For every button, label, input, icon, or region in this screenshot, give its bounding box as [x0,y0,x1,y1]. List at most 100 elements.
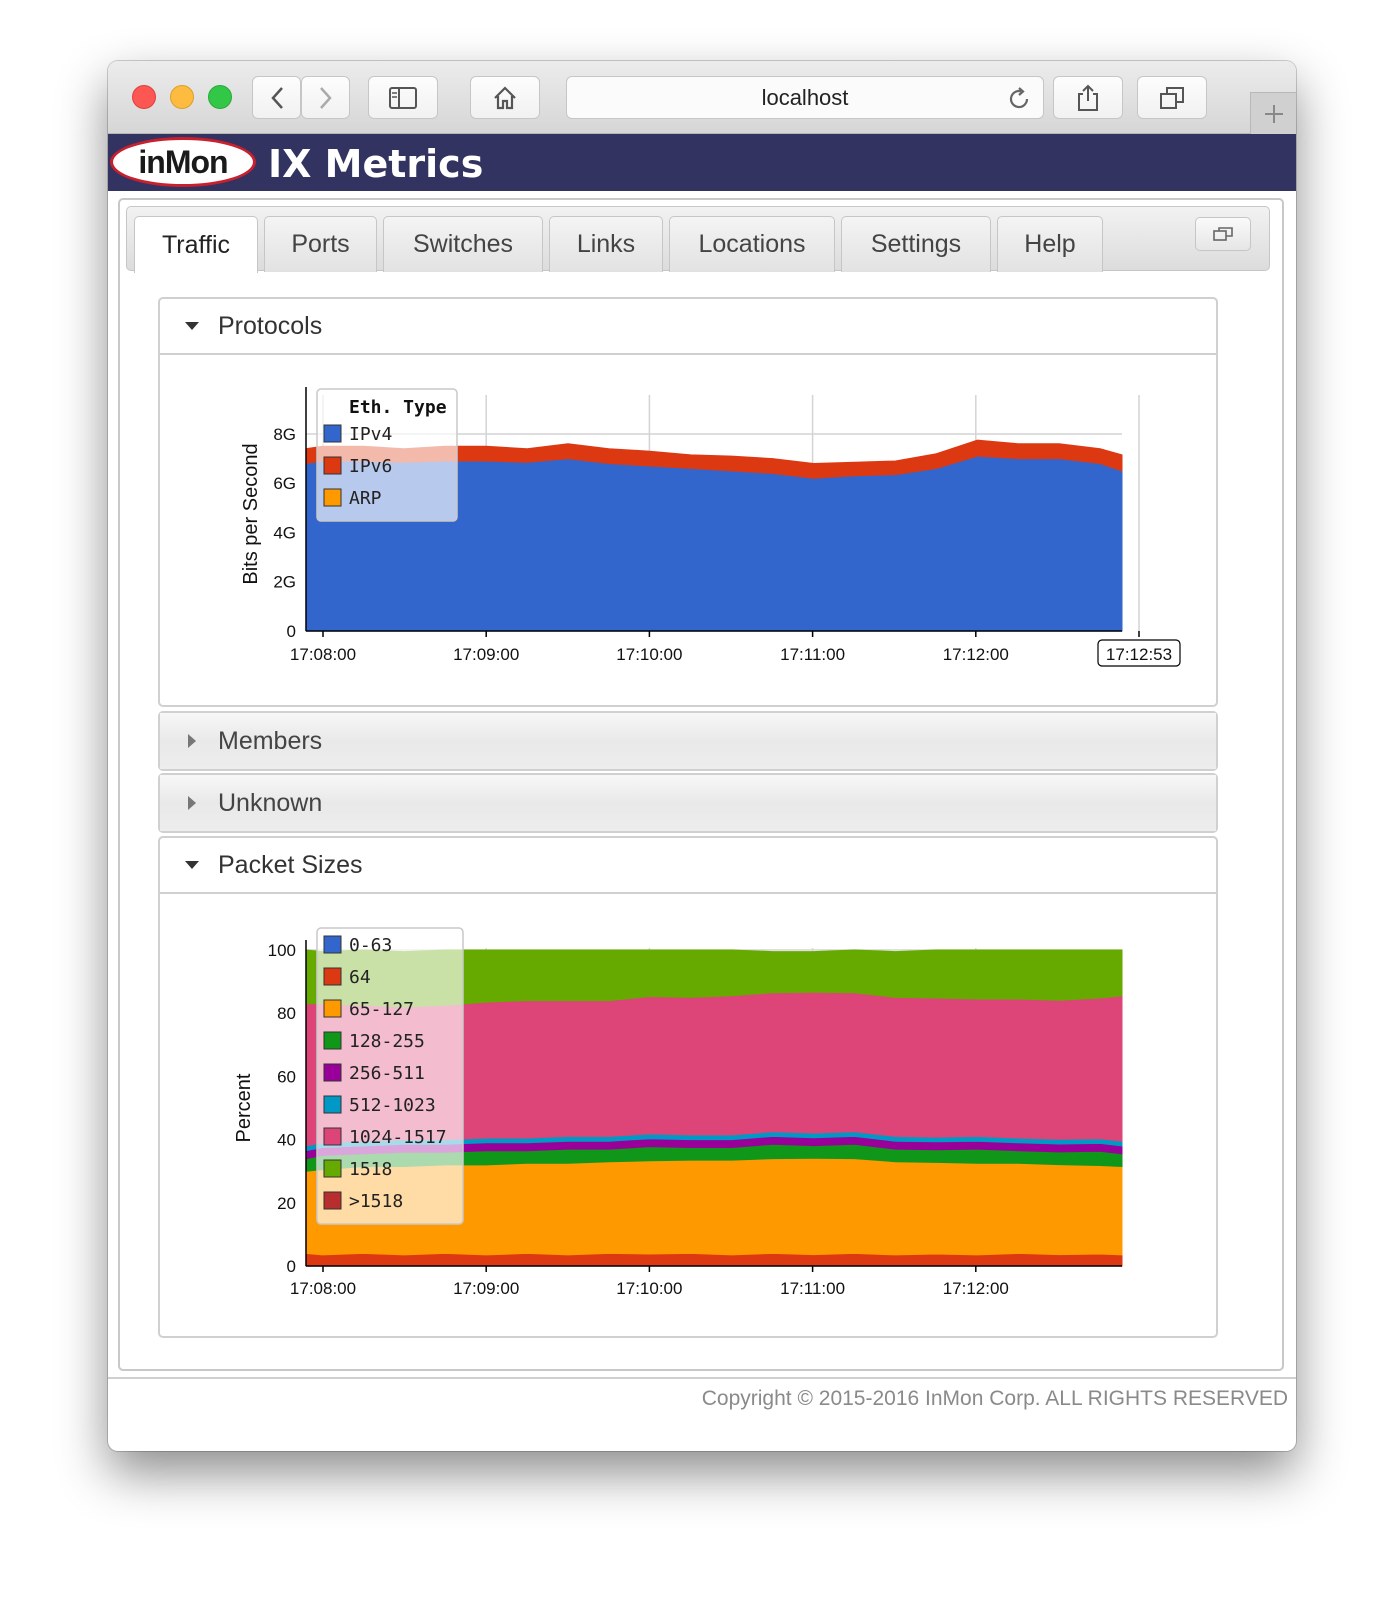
home-button[interactable] [470,76,540,119]
legend-swatch [323,1063,342,1082]
packet-sizes-panel: Packet Sizes 0 20 40 60 80 100 17:08:00 17:09:0… [158,836,1218,1338]
show-tabs-button[interactable] [1137,76,1207,119]
protocols-chart: 0 2G 4G 6G 8G 17:08:00 17:09:00 17:10:00 17:11:0… [240,387,1181,667]
main-container: Traffic Ports Switches Links Locations S… [118,198,1284,1371]
address-bar[interactable]: localhost [566,76,1044,119]
url-text: localhost [761,84,849,110]
y-tick-label: 80 [277,1004,296,1023]
x-tick-label: 17:08:00 [290,645,356,664]
tab-links[interactable]: Links [549,216,663,272]
series-area-1518 [305,949,1123,1008]
packet-sizes-panel-title: Packet Sizes [218,850,363,879]
packet-sizes-panel-header[interactable]: Packet Sizes [160,838,1216,894]
legend-label: 0-63 [349,935,392,956]
x-tick-label: 17:11:00 [780,645,845,664]
share-icon [1078,84,1098,111]
x-tick-label: 17:12:00 [943,645,1009,664]
legend-box [316,388,458,522]
legend-swatch [323,1127,342,1146]
x-tick-label: 17:10:00 [616,645,682,664]
legend: Eth. Type IPv4 IPv6 ARP [316,388,458,522]
legend-swatch [323,1159,342,1178]
legend-label: IPv4 [349,424,392,445]
legend-label: 256-511 [349,1063,425,1084]
y-tick-label: 20 [277,1194,296,1213]
app-header: inMon IX Metrics [108,134,1296,191]
members-panel-header[interactable]: Members [160,713,1216,769]
legend-label: 64 [349,967,371,988]
tab-ports[interactable]: Ports [264,216,377,272]
chevron-left-icon [270,86,283,109]
x-tick-label: 17:09:00 [453,645,519,664]
series-area-IPv6 [305,439,1123,479]
sidebar-toggle-button[interactable] [368,76,438,119]
zoom-window-button[interactable] [208,85,232,109]
tab-strip: Traffic Ports Switches Links Locations S… [126,206,1270,273]
legend-label: 512-1023 [349,1095,436,1116]
legend-label: ARP [349,488,382,509]
unknown-panel: Unknown [158,773,1218,833]
sidebar-icon [389,86,417,109]
tab-help[interactable]: Help [997,216,1103,272]
legend-label: 1518 [349,1159,392,1180]
popout-button[interactable] [1195,217,1251,251]
legend-swatch [323,967,342,986]
x-tick-label: 17:08:00 [290,1279,356,1298]
packet-sizes-chart: 0 20 40 60 80 100 17:08:00 17:09:00 17:10:00 17:1… [233,927,1123,1298]
forward-button[interactable] [301,76,350,119]
y-tick-label: 40 [277,1131,296,1150]
browser-window: localhost inMon IX Metrics Traffic Ports… [108,61,1296,1451]
reload-icon[interactable] [1007,86,1031,112]
copyright-text: Copyright © 2015-2016 InMon Corp. ALL RI… [701,1387,1288,1410]
legend-swatch [323,1095,342,1114]
y-tick-label: 60 [277,1067,296,1086]
share-button[interactable] [1053,76,1123,119]
legend-swatch [323,456,342,475]
x-tick-label: 17:09:00 [453,1279,519,1298]
x-tick-label: 17:12:00 [943,1279,1009,1298]
legend-swatch [323,424,342,443]
tab-settings[interactable]: Settings [841,216,991,272]
logo-text: inMon [138,143,228,180]
legend-label: IPv6 [349,456,392,477]
caret-down-icon [180,860,204,870]
legend-swatch [323,488,342,507]
legend-label: 1024-1517 [349,1127,447,1148]
y-tick-label: 4G [273,523,296,542]
packet-sizes-chart-area: 0 20 40 60 80 100 17:08:00 17:09:00 17:10:00 17:1… [160,894,1216,1336]
new-tab-button[interactable] [1250,92,1296,134]
x-tick-label: 17:12:53 [1106,645,1172,664]
y-tick-label: 0 [287,622,296,641]
tab-traffic[interactable]: Traffic [134,216,258,273]
minimize-window-button[interactable] [170,85,194,109]
protocols-panel-header[interactable]: Protocols [160,299,1216,355]
area-series [305,439,1123,632]
caret-right-icon [180,796,204,810]
legend-swatch [323,1191,342,1210]
app-title: IX Metrics [268,142,484,186]
y-axis-title: Percent [233,1073,255,1142]
legend-box [316,927,464,1225]
y-tick-label: 100 [268,941,296,960]
legend-label: >1518 [349,1191,403,1212]
legend-swatch [323,935,342,954]
tabs-overview-icon [1160,86,1184,109]
legend-label: 128-255 [349,1031,425,1052]
y-tick-label: 8G [273,425,296,444]
home-icon [494,85,516,109]
inmon-logo: inMon [110,137,256,187]
close-window-button[interactable] [132,85,156,109]
members-panel-title: Members [218,726,323,755]
caret-down-icon [180,321,204,331]
legend-title: Eth. Type [349,397,447,418]
chevron-right-icon [319,86,332,109]
unknown-panel-header[interactable]: Unknown [160,775,1216,831]
tab-locations[interactable]: Locations [669,216,835,272]
back-button[interactable] [252,76,301,119]
legend-swatch [323,999,342,1018]
unknown-panel-title: Unknown [218,788,323,817]
tab-switches[interactable]: Switches [383,216,543,272]
y-tick-label: 6G [273,474,296,493]
popout-icon [1213,227,1233,241]
legend: 0-63 64 65-127 128-255 256-511 512-1023 1024-1… [316,927,464,1225]
